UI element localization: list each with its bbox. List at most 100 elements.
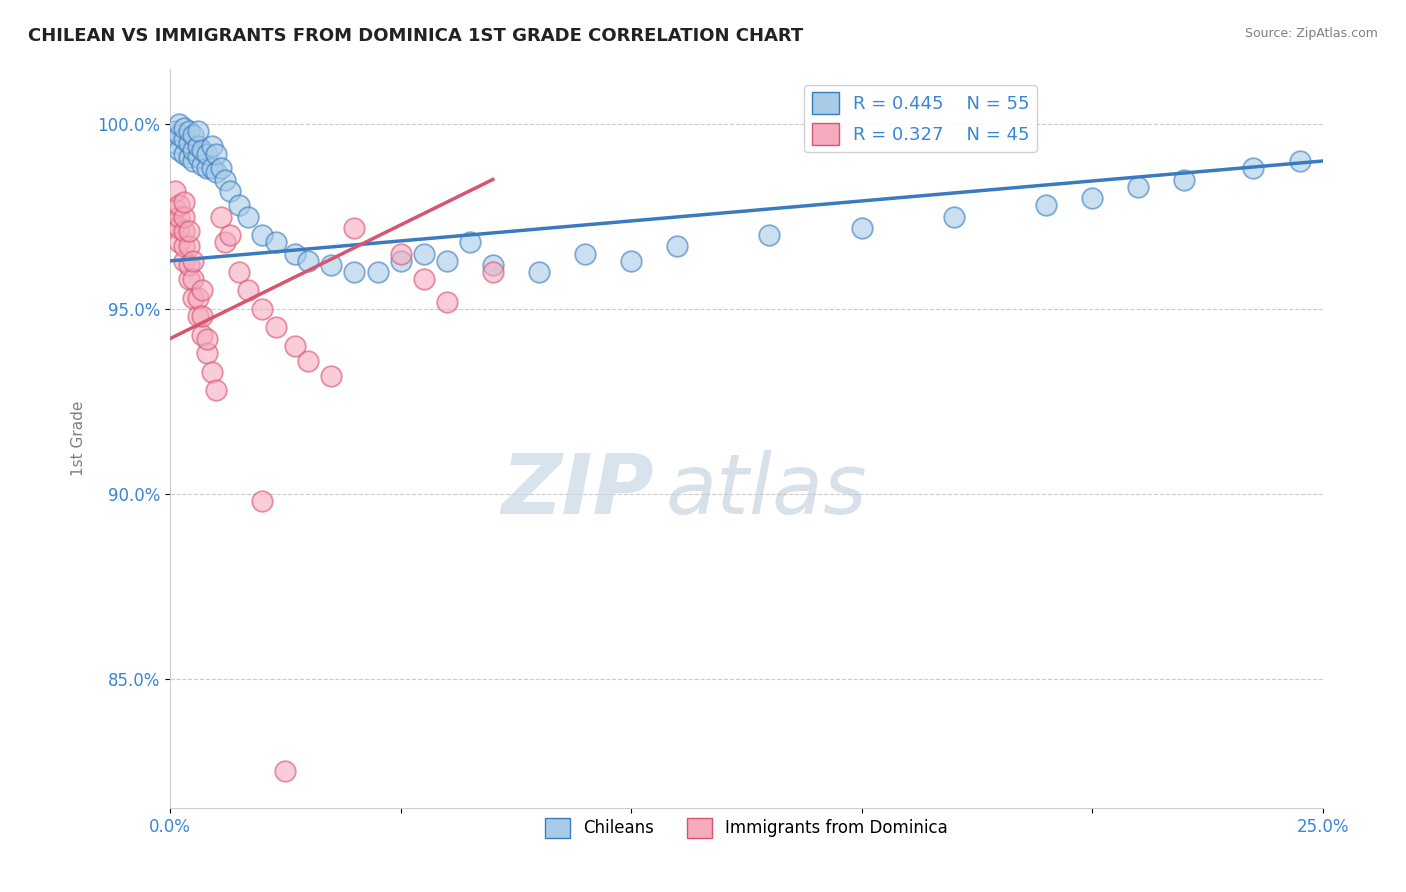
Point (195, 146, 218, 161)
Point (297, 253, 319, 268)
Point (177, 136, 200, 150)
Point (343, 265, 366, 279)
Point (169, 220, 191, 235)
Point (1241, 161, 1264, 176)
Point (238, 210, 260, 224)
Point (173, 132, 195, 146)
Point (205, 384, 228, 398)
Point (191, 158, 214, 172)
Point (283, 339, 305, 353)
Point (181, 143, 204, 157)
Point (181, 253, 204, 268)
Point (389, 253, 412, 268)
Point (436, 253, 458, 268)
Point (169, 143, 191, 157)
Point (177, 258, 200, 272)
Point (163, 217, 186, 231)
Point (228, 198, 250, 212)
Point (283, 246, 305, 260)
Point (264, 235, 287, 250)
Point (191, 143, 214, 157)
Point (177, 150, 200, 164)
Point (191, 327, 214, 342)
Point (412, 272, 434, 286)
Point (187, 291, 209, 305)
Point (321, 368, 343, 383)
Point (195, 332, 218, 346)
Text: atlas: atlas (665, 450, 868, 531)
Point (851, 220, 873, 235)
Point (195, 346, 218, 360)
Point (389, 246, 412, 260)
Point (264, 320, 287, 334)
Point (527, 265, 550, 279)
Point (200, 139, 222, 153)
Point (173, 120, 195, 135)
Point (195, 161, 218, 176)
Point (219, 227, 242, 242)
Point (228, 265, 250, 279)
Point (169, 117, 191, 131)
Point (187, 124, 209, 138)
Point (163, 136, 186, 150)
Point (191, 310, 214, 324)
Point (187, 310, 209, 324)
Point (163, 202, 186, 216)
Point (205, 165, 228, 179)
Point (169, 198, 191, 212)
Point (169, 210, 191, 224)
Point (252, 227, 274, 242)
Point (181, 154, 204, 169)
Point (758, 227, 780, 242)
Point (181, 128, 204, 142)
Point (209, 210, 232, 224)
Point (163, 184, 186, 198)
Point (177, 272, 200, 286)
Text: CHILEAN VS IMMIGRANTS FROM DOMINICA 1ST GRADE CORRELATION CHART: CHILEAN VS IMMIGRANTS FROM DOMINICA 1ST … (28, 27, 803, 45)
Point (209, 161, 232, 176)
Point (219, 184, 242, 198)
Point (187, 139, 209, 153)
Point (367, 265, 389, 279)
Point (1035, 198, 1057, 212)
Point (169, 235, 191, 250)
Point (343, 220, 366, 235)
Point (205, 146, 228, 161)
Point (252, 494, 274, 508)
Point (187, 150, 209, 164)
Point (163, 124, 186, 138)
Point (481, 265, 503, 279)
Point (238, 284, 260, 298)
Point (412, 246, 434, 260)
Point (942, 210, 965, 224)
Y-axis label: 1st Grade: 1st Grade (72, 401, 86, 476)
Point (177, 224, 200, 238)
Point (169, 128, 191, 142)
Legend: Chileans, Immigrants from Dominica: Chileans, Immigrants from Dominica (538, 811, 955, 845)
Text: Source: ZipAtlas.com: Source: ZipAtlas.com (1244, 27, 1378, 40)
Point (252, 301, 274, 316)
Point (173, 224, 195, 238)
Point (181, 272, 204, 286)
Point (177, 239, 200, 253)
Point (173, 210, 195, 224)
Point (458, 235, 481, 250)
Point (436, 294, 458, 309)
Point (321, 258, 343, 272)
Point (177, 124, 200, 138)
Point (173, 146, 195, 161)
Point (200, 365, 222, 379)
Point (274, 764, 297, 779)
Point (214, 235, 236, 250)
Point (574, 246, 596, 260)
Point (1081, 191, 1104, 205)
Point (666, 239, 689, 253)
Point (297, 353, 319, 368)
Point (620, 253, 643, 268)
Point (1173, 172, 1195, 186)
Point (200, 161, 222, 176)
Text: ZIP: ZIP (502, 450, 654, 531)
Point (173, 253, 195, 268)
Point (1128, 180, 1150, 194)
Point (1288, 154, 1310, 169)
